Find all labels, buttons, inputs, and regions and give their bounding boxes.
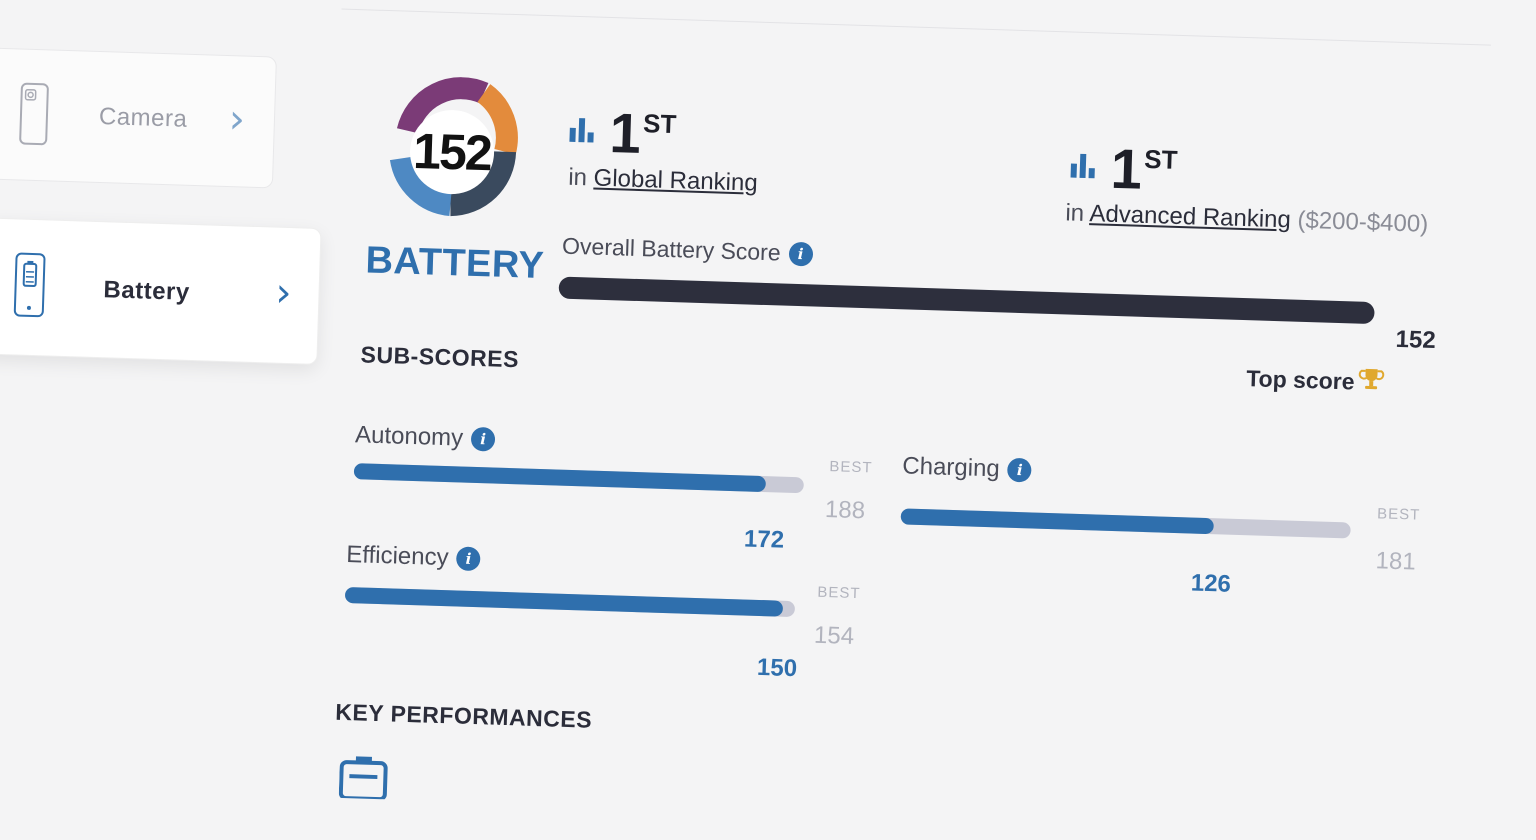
overall-score-fill — [558, 277, 1374, 325]
sub-score-bar — [354, 463, 804, 493]
overall-score-value: 152 — [1395, 326, 1436, 355]
info-icon[interactable]: i — [788, 241, 813, 266]
rank-prefix: in — [1065, 199, 1085, 227]
sub-score-fill — [345, 587, 784, 617]
ranking-bars-icon — [1071, 154, 1096, 179]
rank-number: 1 — [609, 105, 642, 162]
info-icon[interactable]: i — [456, 546, 481, 571]
divider — [341, 9, 1490, 46]
chevron-right-icon: › — [228, 96, 245, 142]
sidebar-item-camera[interactable]: Camera › — [0, 48, 277, 189]
trophy-icon — [1358, 366, 1385, 399]
best-caption: BEST — [817, 584, 861, 602]
overall-score-text: Overall Battery Score — [562, 233, 781, 267]
best-value: 181 — [1375, 547, 1416, 576]
advanced-ranking-link[interactable]: Advanced Ranking — [1089, 200, 1291, 233]
sub-score-name: Charging — [902, 452, 1000, 483]
best-caption: BEST — [829, 458, 873, 476]
overall-score-bar — [558, 277, 1374, 325]
advanced-ranking: 1 ST in Advanced Ranking ($200-$400) — [1065, 139, 1431, 238]
battery-score-value: 152 — [375, 70, 530, 235]
chevron-right-icon: › — [275, 270, 292, 316]
rank-prefix: in — [568, 164, 588, 192]
sub-score-name: Efficiency — [346, 541, 449, 572]
battery-icon — [339, 754, 393, 805]
global-ranking-link[interactable]: Global Ranking — [593, 165, 758, 197]
sub-score-autonomy: Autonomy i BEST 188 172 — [355, 421, 496, 453]
sub-score-value: 150 — [757, 654, 798, 683]
sidebar-item-label: Camera — [99, 103, 188, 134]
best-value: 154 — [814, 622, 855, 651]
best-caption: BEST — [1377, 505, 1421, 523]
key-performances-title: KEY PERFORMANCES — [335, 699, 593, 734]
global-ranking: 1 ST in Global Ranking — [568, 104, 760, 198]
sub-score-name: Autonomy — [355, 421, 464, 452]
sub-score-efficiency: Efficiency i BEST 154 150 — [346, 541, 481, 573]
sidebar-item-battery[interactable]: Battery › — [0, 217, 322, 365]
info-icon[interactable]: i — [1007, 458, 1032, 483]
battery-badge-caption: BATTERY — [365, 239, 545, 288]
phone-battery-icon — [10, 249, 48, 325]
rank-number: 1 — [1110, 141, 1143, 198]
sub-score-fill — [354, 463, 766, 492]
sub-score-charging: Charging i BEST 181 126 — [902, 452, 1032, 484]
battery-score-badge: 152 — [375, 70, 530, 235]
sub-score-fill — [901, 508, 1215, 534]
top-score-label: Top score — [1246, 365, 1355, 395]
ranking-bars-icon — [569, 118, 594, 143]
top-score-badge: Top score — [1246, 362, 1385, 398]
best-value: 188 — [825, 496, 866, 525]
sub-score-bar — [345, 587, 795, 617]
sub-score-value: 126 — [1190, 570, 1231, 599]
sidebar-item-label: Battery — [103, 276, 190, 307]
sub-score-value: 172 — [744, 525, 785, 554]
price-range: ($200-$400) — [1297, 207, 1429, 238]
info-icon[interactable]: i — [471, 427, 496, 452]
overall-score-label: Overall Battery Score i — [562, 233, 813, 268]
sub-scores-title: SUB-SCORES — [360, 341, 519, 373]
sub-score-bar — [901, 508, 1351, 538]
rank-suffix: ST — [643, 108, 677, 140]
phone-camera-icon — [16, 77, 54, 153]
rank-suffix: ST — [1144, 144, 1178, 176]
